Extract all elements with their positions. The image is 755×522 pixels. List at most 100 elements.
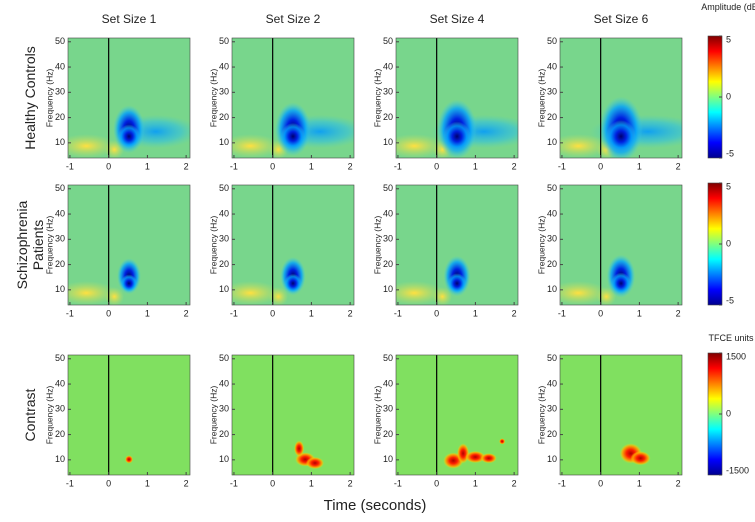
heatmap [560,355,682,475]
x-tick-label: 1 [145,478,150,488]
x-tick-label: -1 [558,161,566,171]
heatmap [232,38,354,158]
x-tick-label: 0 [106,308,111,318]
x-tick-label: -1 [230,161,238,171]
x-tick-label: -1 [394,161,402,171]
y-tick-label: 20 [547,429,557,439]
y-tick-label: 30 [547,87,557,97]
x-tick-label: 1 [473,478,478,488]
y-tick-label: 10 [383,454,393,464]
suppression-core [443,121,471,152]
x-tick-label: 2 [184,478,189,488]
y-tick-label: 40 [383,378,393,388]
y-tick-label: 10 [55,454,65,464]
colorbar-title: TFCE units [708,333,754,343]
y-axis-title: Frequency (Hz) [208,216,218,275]
low-freq-glow [432,287,453,305]
suppression-core [611,272,631,295]
heatmap [232,355,354,475]
y-axis-title: Frequency (Hz) [208,386,218,445]
y-tick-label: 20 [219,112,229,122]
x-tick-label: 2 [348,161,353,171]
y-tick-label: 20 [55,112,65,122]
low-freq-glow [268,287,289,305]
y-tick-label: 50 [383,36,393,46]
y-tick-label: 20 [55,259,65,269]
x-tick-label: 1 [637,478,642,488]
y-tick-label: 30 [55,234,65,244]
y-tick-label: 30 [219,404,229,414]
y-tick-label: 40 [219,378,229,388]
panel-frame [559,184,683,306]
y-axis-title: Frequency (Hz) [536,386,546,445]
y-tick-label: 30 [219,234,229,244]
x-tick-label: 0 [598,308,603,318]
x-tick-label: 0 [270,161,275,171]
y-tick-label: 50 [219,183,229,193]
y-tick-label: 10 [383,284,393,294]
cluster [465,451,486,463]
y-tick-label: 10 [383,137,393,147]
y-tick-label: 50 [383,183,393,193]
x-tick-label: -1 [394,308,402,318]
y-tick-label: 10 [55,137,65,147]
x-tick-label: 2 [676,478,681,488]
y-tick-label: 10 [547,454,557,464]
row-label: Schizophrenia Patients [14,200,46,290]
panel-frame [67,184,191,306]
y-tick-label: 50 [383,353,393,363]
x-tick-label: -1 [558,308,566,318]
x-tick-label: 0 [106,161,111,171]
y-tick-label: 30 [219,87,229,97]
column-title: Set Size 6 [594,12,649,26]
y-tick-label: 20 [383,259,393,269]
x-tick-label: -1 [394,478,402,488]
panel-frame [67,354,191,476]
x-tick-label: 0 [598,161,603,171]
y-axis-title: Frequency (Hz) [44,386,54,445]
y-tick-label: 20 [383,429,393,439]
row-label: Healthy Controls [22,46,38,150]
x-tick-label: -1 [66,478,74,488]
suppression-core [120,274,138,293]
y-axis-title: Frequency (Hz) [536,216,546,275]
y-tick-label: 30 [383,404,393,414]
row-label: Contrast [22,388,38,442]
cluster [305,457,324,469]
colorbar-tick-label: 0 [726,408,731,418]
heatmap [232,185,354,305]
y-axis-title: Frequency (Hz) [208,69,218,128]
y-axis-title: Frequency (Hz) [372,386,382,445]
y-tick-label: 20 [547,112,557,122]
suppression-core [606,120,636,153]
colorbar-tick-label: -1500 [726,465,749,475]
y-tick-label: 30 [547,404,557,414]
x-tick-label: 1 [309,161,314,171]
column-title: Set Size 2 [266,12,321,26]
y-axis-title: Frequency (Hz) [44,216,54,275]
x-tick-label: 0 [434,478,439,488]
x-tick-label: 0 [434,161,439,171]
y-tick-label: 50 [219,36,229,46]
y-tick-label: 40 [383,61,393,71]
x-tick-label: 2 [512,478,517,488]
y-tick-label: 50 [547,36,557,46]
cluster [294,440,305,457]
y-tick-label: 20 [55,429,65,439]
heatmap-background [232,355,354,475]
y-tick-label: 10 [55,284,65,294]
low-freq-glow [232,281,281,305]
colorbar-title: Amplitude (dB) [701,2,755,12]
y-tick-label: 30 [383,87,393,97]
y-tick-label: 40 [219,61,229,71]
x-tick-label: 2 [676,308,681,318]
y-tick-label: 10 [219,454,229,464]
x-tick-label: 1 [145,161,150,171]
low-freq-glow [396,134,445,158]
heatmap [560,38,682,158]
colorbar-tick-label: -5 [726,148,734,158]
x-tick-label: 1 [473,161,478,171]
low-freq-glow [68,281,117,305]
